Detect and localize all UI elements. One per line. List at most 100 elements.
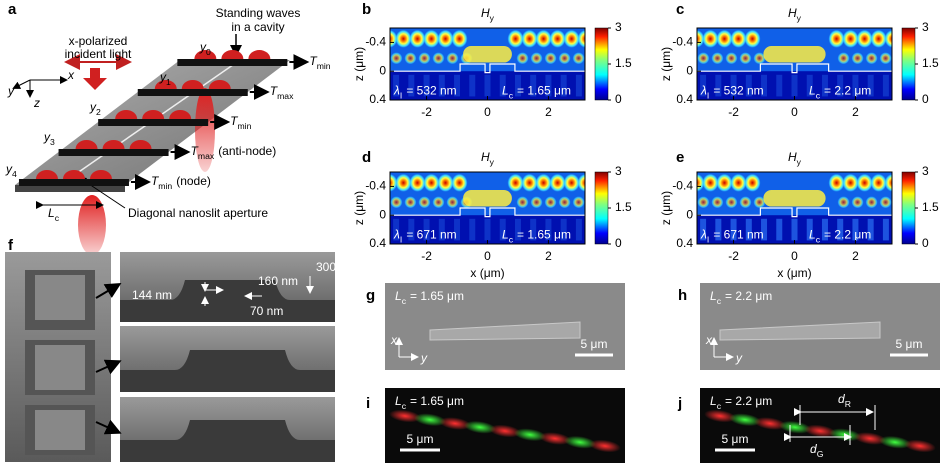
- incident-text: incident light: [65, 47, 132, 61]
- wavelength-label: λI = 671 nm: [700, 228, 764, 245]
- panel-label: d: [362, 149, 371, 166]
- y-tick-label: 0.4: [676, 92, 693, 106]
- panel-label: e: [676, 149, 684, 166]
- output-label-text: (anti-node): [218, 144, 276, 158]
- emission-spot: [754, 417, 786, 430]
- pointer: [95, 282, 122, 299]
- y-tick-label: 0.4: [369, 236, 386, 250]
- cavity-label-text: = 1.65 μm: [517, 84, 571, 98]
- field-spot: [842, 29, 859, 48]
- incident-text: x-polarized: [69, 34, 128, 48]
- output-label-sub: min: [158, 181, 172, 191]
- axis-label: y: [420, 351, 428, 365]
- scale-label: 5 μm: [896, 337, 923, 351]
- transmitted: [700, 218, 707, 241]
- colorbar-tick-label: 0: [615, 236, 622, 250]
- lc-label: Lc: [48, 206, 60, 223]
- emission-spot: [539, 432, 571, 445]
- row-label: y4: [5, 162, 17, 179]
- field-spot: [390, 29, 398, 48]
- colorbar-tick-label: 0: [615, 92, 622, 106]
- lc-label-sub: c: [55, 213, 60, 223]
- field-map: [390, 172, 585, 244]
- distance-label: dR: [838, 392, 851, 409]
- colorbar-tick-label: 3: [615, 164, 622, 178]
- x-tick-label: -2: [421, 105, 432, 119]
- cavity-label: Lc = 1.65 μm: [502, 84, 571, 101]
- cavity-label: Lc = 2.2 μm: [710, 394, 772, 411]
- field-spot: [432, 52, 445, 65]
- transmitted: [408, 74, 415, 97]
- transmitted: [745, 74, 752, 97]
- beam: [78, 195, 106, 255]
- transmitted: [484, 218, 491, 241]
- cavity-label-sub: c: [402, 401, 407, 411]
- emission-spot: [779, 420, 811, 434]
- transmitted: [545, 218, 552, 241]
- field-spot: [390, 196, 403, 209]
- cavity-label: Lc = 2.2 μm: [809, 228, 871, 245]
- cavity-label-text: = 1.65 μm: [410, 394, 464, 408]
- axis-label: x: [390, 333, 398, 347]
- field-spot: [716, 173, 733, 192]
- device: [719, 321, 881, 341]
- transmitted: [852, 218, 859, 241]
- pointer: [95, 359, 122, 375]
- x-tick-label: 0: [791, 249, 798, 263]
- transmitted: [560, 74, 567, 97]
- output-label-main: T: [270, 84, 279, 98]
- field-spot: [418, 196, 431, 209]
- emission-spot: [439, 417, 471, 430]
- field-spot: [697, 196, 710, 209]
- transmitted: [423, 74, 430, 97]
- wavelength-label-main: λ: [700, 228, 707, 242]
- panel-title-sub: y: [797, 13, 802, 23]
- emission-spot: [879, 435, 911, 449]
- y-tick-label: 0.4: [369, 92, 386, 106]
- panel-title-main: H: [481, 6, 490, 20]
- field-spot: [395, 173, 412, 192]
- cavity-bar: [98, 119, 209, 126]
- row-label-main: y: [5, 162, 13, 176]
- wavelength-label-text: = 671 nm: [406, 228, 456, 242]
- transmitted: [423, 218, 430, 241]
- transmitted: [761, 74, 768, 97]
- transmitted: [393, 218, 400, 241]
- wavelength-label: λI = 532 nm: [700, 84, 764, 101]
- transmitted: [575, 74, 582, 97]
- field-spot: [879, 52, 892, 65]
- transmitted: [560, 218, 567, 241]
- field-map: [390, 28, 585, 100]
- transmitted: [806, 218, 813, 241]
- cavity-label-main: L: [809, 228, 816, 242]
- colorbar-tick-label: 3: [922, 164, 929, 178]
- cavity-label: Lc = 2.2 μm: [809, 84, 871, 101]
- wavelength-label-sub: I: [707, 91, 709, 101]
- field-spot: [870, 29, 887, 48]
- metal-outline: [390, 63, 585, 74]
- transmitted: [776, 218, 783, 241]
- field-spot: [507, 173, 524, 192]
- colorbar: [594, 27, 609, 101]
- standing-wave: [89, 170, 112, 179]
- field-spot: [451, 29, 468, 48]
- wavelength-label-text: = 532 nm: [713, 84, 763, 98]
- field-spot: [521, 29, 538, 48]
- field-spot: [828, 29, 845, 48]
- field-spot: [577, 173, 585, 192]
- field-spot: [535, 29, 552, 48]
- distance-label: dG: [810, 442, 824, 459]
- transmitted: [484, 74, 491, 97]
- row-label: y1: [159, 70, 171, 87]
- lc-label-main: L: [48, 206, 55, 220]
- output-label-main: T: [151, 174, 160, 188]
- field-spot: [437, 29, 454, 48]
- scale-label: 5 μm: [407, 432, 434, 446]
- x-tick-label: -2: [728, 105, 739, 119]
- output-label: Tmin (node): [151, 174, 211, 191]
- output-label-main: T: [230, 114, 239, 128]
- emission-spot: [464, 420, 496, 434]
- cavity-label-text: = 1.65 μm: [410, 289, 464, 303]
- cavity-label-sub: c: [509, 235, 514, 245]
